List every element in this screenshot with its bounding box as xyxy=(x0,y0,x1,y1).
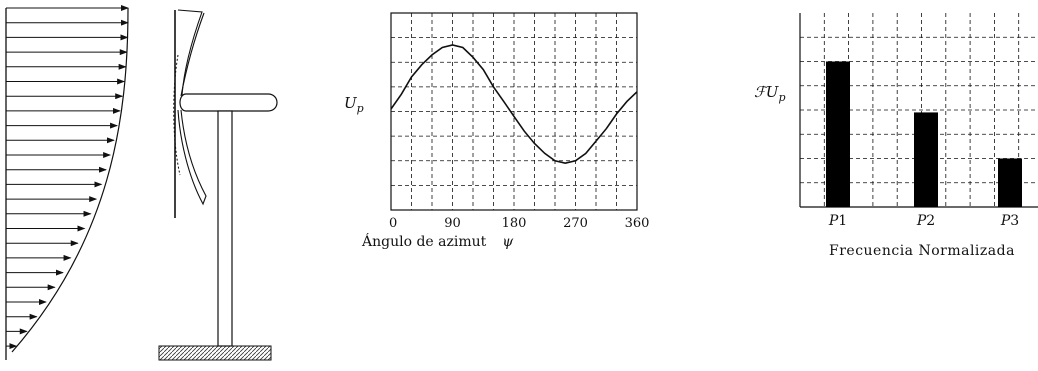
bar-p2 xyxy=(914,112,938,207)
frequency-bar-chart xyxy=(799,13,1038,208)
category-label: P1 xyxy=(828,213,848,229)
y-axis-label-text: U xyxy=(344,94,357,112)
wind-shear-profile xyxy=(5,5,129,360)
y-axis-label-subscript: p xyxy=(778,91,786,104)
category-label: P3 xyxy=(1000,213,1020,229)
x-axis-symbol: ψ xyxy=(502,234,514,250)
tower-foundation xyxy=(158,345,272,361)
y-axis-label-fup: ℱUp xyxy=(754,83,785,104)
chart-grid xyxy=(391,13,637,210)
x-tick-label: 180 xyxy=(501,216,527,231)
y-axis-label-subscript: p xyxy=(356,102,364,115)
tower xyxy=(217,110,233,347)
blade-swept-outline xyxy=(173,54,181,176)
wind-turbine xyxy=(158,9,278,361)
x-tick-label: 0 xyxy=(389,216,398,231)
x-axis-label-frequency: Frecuencia Normalizada xyxy=(829,243,1015,259)
bar-p3 xyxy=(998,158,1022,207)
series-line xyxy=(390,44,638,165)
lower-blade xyxy=(177,109,207,206)
x-axis-label-text: Ángulo de azimut xyxy=(362,234,487,250)
profile-envelope-curve xyxy=(11,7,129,353)
x-axis-label-azimuth: Ángulo de azimut ψ xyxy=(362,234,513,250)
velocity-arrows xyxy=(6,5,129,350)
y-axis-label-up: Up xyxy=(344,94,364,115)
bars xyxy=(826,61,1022,207)
up-vs-azimuth-chart xyxy=(390,12,638,211)
y-axis-label-text: ℱU xyxy=(754,83,779,101)
nacelle xyxy=(179,93,278,112)
bar-p1 xyxy=(826,61,850,207)
chart-frame xyxy=(390,12,638,211)
upper-blade xyxy=(177,9,203,96)
category-label: P2 xyxy=(916,213,936,229)
x-tick-label: 270 xyxy=(563,216,588,231)
upper-blade-edge xyxy=(180,12,205,97)
x-tick-label: 90 xyxy=(444,216,461,231)
x-tick-label: 360 xyxy=(624,216,650,231)
